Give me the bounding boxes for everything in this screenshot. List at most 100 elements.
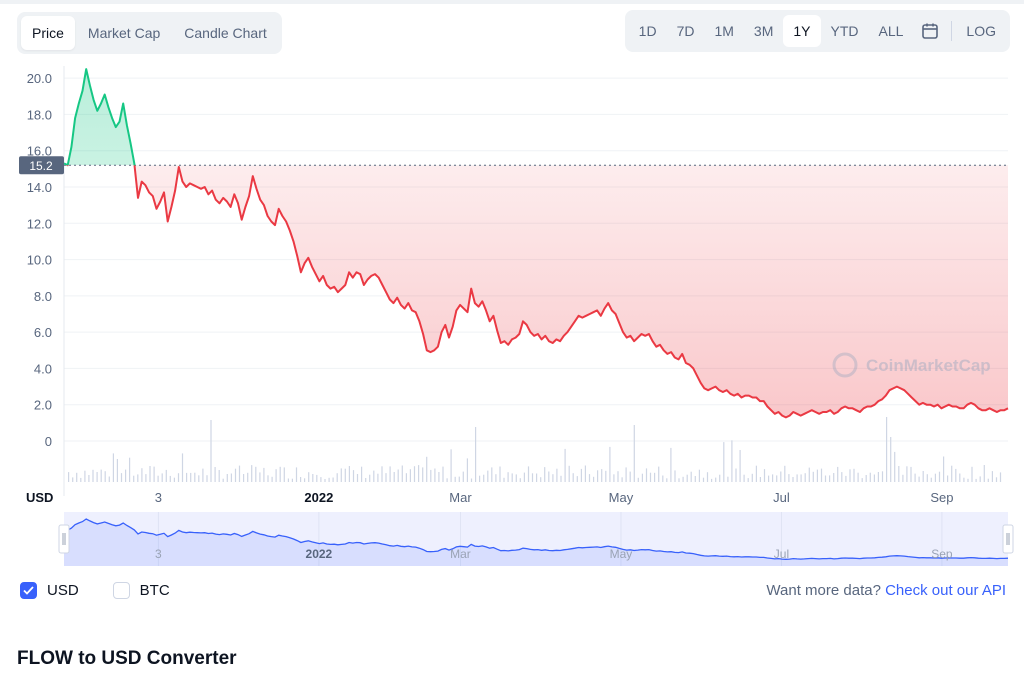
- reference-label-box: [19, 156, 64, 175]
- converter-title: FLOW to USD Converter: [17, 648, 237, 669]
- volume-bar: [540, 477, 542, 482]
- volume-bar: [308, 472, 310, 482]
- volume-bar: [169, 475, 171, 482]
- range-all[interactable]: ALL: [878, 23, 904, 39]
- currency-axis-label: USD: [26, 490, 53, 505]
- volume-bar: [413, 466, 416, 482]
- volume-bar: [523, 472, 525, 482]
- more-data: Want more data? Check out our API: [766, 582, 1006, 599]
- volume-bar: [613, 474, 615, 482]
- volume-bar: [198, 475, 200, 482]
- volume-bar: [475, 427, 477, 482]
- volume-bar: [104, 471, 106, 482]
- volume-bar: [967, 478, 969, 482]
- volume-bar: [72, 477, 74, 482]
- volume-bar: [788, 474, 790, 482]
- volume-bar: [987, 478, 989, 482]
- volume-bar: [666, 478, 668, 482]
- calendar-icon[interactable]: [913, 15, 947, 47]
- range-3m[interactable]: 3M: [753, 23, 774, 39]
- volume-bar: [247, 472, 249, 482]
- navigator-handle-right[interactable]: [1002, 524, 1014, 554]
- usd-checkbox[interactable]: [20, 582, 37, 599]
- btc-checkbox[interactable]: [112, 582, 130, 599]
- tab-candle-chart[interactable]: Candle Chart: [184, 25, 267, 41]
- navigator-handle-left[interactable]: [58, 524, 70, 554]
- watermark-label: CoinMarketCap: [866, 356, 991, 375]
- api-link[interactable]: Check out our API: [885, 582, 1006, 599]
- volume-bar: [116, 459, 118, 482]
- y-tick-label: 18.0: [27, 107, 52, 122]
- volume-bar: [800, 474, 802, 482]
- volume-bar: [161, 473, 163, 482]
- volume-bar: [377, 473, 379, 482]
- volume-bar: [418, 465, 420, 482]
- volume-bar: [373, 470, 375, 482]
- volume-bar: [959, 473, 961, 482]
- y-tick-label: 6.0: [34, 325, 52, 340]
- volume-bar: [841, 472, 843, 482]
- volume-bar: [955, 468, 957, 482]
- volume-bar: [129, 457, 131, 482]
- volume-bar: [715, 477, 717, 482]
- y-tick-label: 2.0: [34, 398, 52, 413]
- volume-bar: [251, 465, 253, 482]
- volume-bar: [300, 477, 302, 482]
- volume-bar: [226, 474, 228, 482]
- volume-bar: [869, 472, 871, 482]
- volume-bar: [295, 467, 298, 482]
- y-tick-label: 4.0: [34, 361, 52, 376]
- volume-bar: [890, 437, 892, 482]
- currency-legend: USD BTC: [20, 582, 194, 599]
- volume-bar: [462, 471, 464, 482]
- volume-bar: [739, 450, 741, 482]
- volume-bar: [84, 470, 86, 482]
- range-1m[interactable]: 1M: [714, 23, 734, 39]
- volume-bar: [287, 478, 289, 482]
- volume-bar: [165, 469, 167, 482]
- volume-bar: [633, 425, 635, 482]
- volume-bar: [780, 471, 782, 482]
- tab-market-cap[interactable]: Market Cap: [87, 25, 161, 41]
- range-ytd[interactable]: YTD: [830, 23, 859, 39]
- volume-bar: [344, 468, 346, 482]
- volume-bar: [112, 453, 114, 482]
- volume-bar: [943, 456, 945, 482]
- range-1y[interactable]: 1Y: [783, 15, 821, 47]
- volume-bar: [572, 473, 574, 482]
- volume-bar: [381, 466, 383, 482]
- range-7d[interactable]: 7D: [676, 23, 695, 39]
- volume-bar: [92, 469, 94, 482]
- volume-bar: [747, 478, 749, 482]
- volume-bar: [352, 470, 355, 482]
- log-scale-toggle[interactable]: LOG: [966, 23, 996, 39]
- volume-bar: [487, 470, 489, 482]
- volume-bar: [849, 469, 851, 482]
- y-tick-label: 8.0: [34, 289, 52, 304]
- tab-price[interactable]: Price: [21, 16, 75, 50]
- volume-bar: [568, 465, 570, 482]
- volume-bar: [320, 477, 322, 482]
- volume-bar: [80, 477, 82, 482]
- volume-bar: [426, 456, 428, 482]
- volume-bar: [902, 474, 904, 482]
- volume-bar: [405, 473, 407, 482]
- volume-bar: [735, 468, 737, 482]
- volume-bar: [483, 474, 485, 482]
- volume-bar: [674, 470, 676, 482]
- volume-bar: [873, 474, 875, 482]
- volume-bar: [727, 476, 729, 482]
- volume-bar: [369, 474, 371, 482]
- volume-bar: [682, 476, 684, 482]
- volume-bar: [711, 478, 713, 482]
- y-tick-label: 0: [45, 434, 52, 449]
- volume-bar: [450, 449, 452, 482]
- range-1d[interactable]: 1D: [638, 23, 657, 39]
- volume-bar: [255, 466, 257, 482]
- volume-bar: [706, 472, 709, 482]
- volume-bar: [784, 465, 786, 482]
- volume-bar: [755, 465, 757, 482]
- volume-bar: [88, 475, 90, 482]
- volume-bar: [76, 472, 78, 482]
- volume-bar: [385, 473, 387, 482]
